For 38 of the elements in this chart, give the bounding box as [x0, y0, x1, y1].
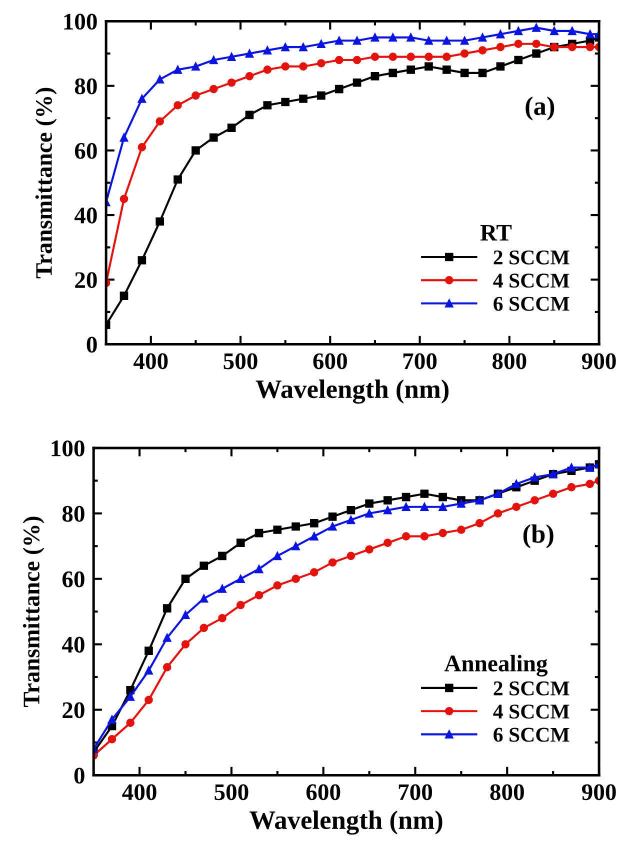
y-axis-title: Transmittance (%): [35, 88, 57, 278]
annotation: (a): [526, 96, 554, 120]
x-tick-label: 700: [398, 784, 432, 800]
legend-label: 6 SCCM: [494, 728, 570, 742]
y-tick-label: 0: [74, 768, 84, 784]
x-tick-label: 800: [492, 353, 526, 370]
legend-label: 2 SCCM: [494, 250, 570, 264]
legend-title: RT: [480, 225, 512, 240]
y-tick-label: 0: [86, 336, 97, 353]
y-tick-label: 40: [74, 208, 97, 224]
x-tick-label: 800: [490, 784, 524, 800]
y-tick-label: 100: [52, 440, 84, 456]
y-axis-title: Transmittance (%): [22, 516, 44, 708]
x-tick-label: 900: [582, 784, 616, 800]
legend-label: 4 SCCM: [493, 274, 570, 288]
y-tick-label: 60: [62, 571, 84, 588]
x-tick-label: 600: [306, 784, 340, 800]
y-tick-label: 60: [74, 142, 97, 159]
y-tick-label: 40: [62, 636, 84, 653]
x-tick-label: 500: [224, 353, 258, 370]
x-tick-label: 900: [582, 353, 616, 370]
x-tick-label: 500: [214, 784, 248, 800]
x-tick-label: 400: [134, 353, 168, 370]
x-tick-label: 400: [122, 784, 156, 800]
x-tick-label: 700: [403, 353, 437, 370]
legend-label: 2 SCCM: [494, 681, 570, 696]
x-axis-title: Wavelength (nm): [256, 380, 449, 404]
x-tick-label: 600: [313, 353, 347, 370]
legend-title: Annealing: [444, 654, 548, 676]
legend-label: 4 SCCM: [493, 704, 570, 719]
y-tick-label: 20: [62, 702, 84, 718]
legend-label: 6 SCCM: [494, 296, 570, 311]
y-tick-label: 80: [74, 78, 97, 94]
y-tick-label: 80: [62, 506, 84, 522]
x-axis-title: Wavelength (nm): [250, 810, 442, 835]
y-tick-label: 100: [64, 14, 97, 30]
y-tick-label: 20: [75, 272, 97, 288]
annotation: (b): [523, 524, 554, 548]
